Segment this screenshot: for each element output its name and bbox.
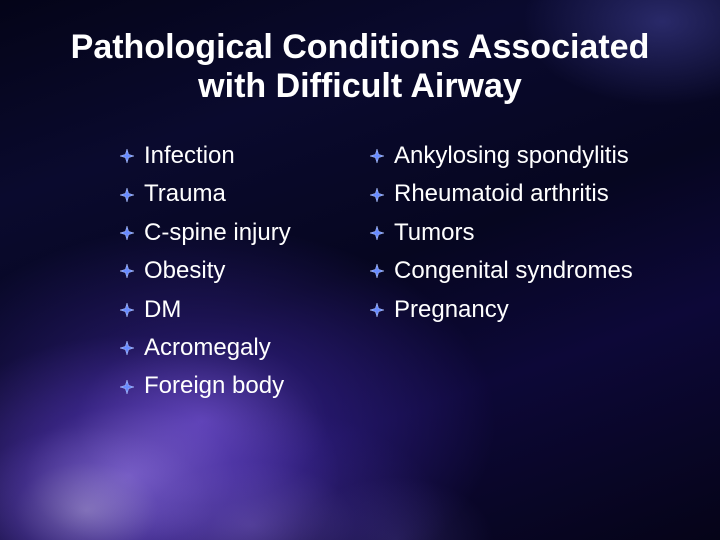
star-bullet-icon xyxy=(120,264,134,278)
list-item: Tumors xyxy=(370,217,660,249)
list-item-label: Obesity xyxy=(144,255,225,287)
star-bullet-icon xyxy=(120,380,134,394)
list-item: Congenital syndromes xyxy=(370,255,660,287)
list-item-label: Tumors xyxy=(394,217,474,249)
star-bullet-icon xyxy=(370,226,384,240)
list-item-label: Acromegaly xyxy=(144,332,271,364)
star-bullet-icon xyxy=(120,188,134,202)
star-bullet-icon xyxy=(120,149,134,163)
column-right: Ankylosing spondylitis Rheumatoid arthri… xyxy=(370,140,660,403)
list-item-label: Foreign body xyxy=(144,370,284,402)
slide-title: Pathological Conditions Associated with … xyxy=(0,28,720,106)
list-item-label: Infection xyxy=(144,140,235,172)
list-item-label: Rheumatoid arthritis xyxy=(394,178,609,210)
star-bullet-icon xyxy=(370,303,384,317)
list-item: C-spine injury xyxy=(120,217,330,249)
star-bullet-icon xyxy=(370,264,384,278)
star-bullet-icon xyxy=(120,226,134,240)
list-item-label: C-spine injury xyxy=(144,217,291,249)
list-item: DM xyxy=(120,294,330,326)
list-item: Foreign body xyxy=(120,370,330,402)
list-item: Obesity xyxy=(120,255,330,287)
list-item: Ankylosing spondylitis xyxy=(370,140,660,172)
list-item: Infection xyxy=(120,140,330,172)
list-item-label: DM xyxy=(144,294,181,326)
list-item: Rheumatoid arthritis xyxy=(370,178,660,210)
list-item-label: Congenital syndromes xyxy=(394,255,633,287)
column-left: Infection Trauma C-spine injury Obesity … xyxy=(120,140,330,403)
list-item-label: Trauma xyxy=(144,178,226,210)
list-item-label: Pregnancy xyxy=(394,294,509,326)
list-item-label: Ankylosing spondylitis xyxy=(394,140,629,172)
star-bullet-icon xyxy=(120,341,134,355)
list-item: Acromegaly xyxy=(120,332,330,364)
slide: Pathological Conditions Associated with … xyxy=(0,0,720,540)
star-bullet-icon xyxy=(370,188,384,202)
content-columns: Infection Trauma C-spine injury Obesity … xyxy=(120,140,660,403)
list-item: Pregnancy xyxy=(370,294,660,326)
list-item: Trauma xyxy=(120,178,330,210)
star-bullet-icon xyxy=(370,149,384,163)
star-bullet-icon xyxy=(120,303,134,317)
